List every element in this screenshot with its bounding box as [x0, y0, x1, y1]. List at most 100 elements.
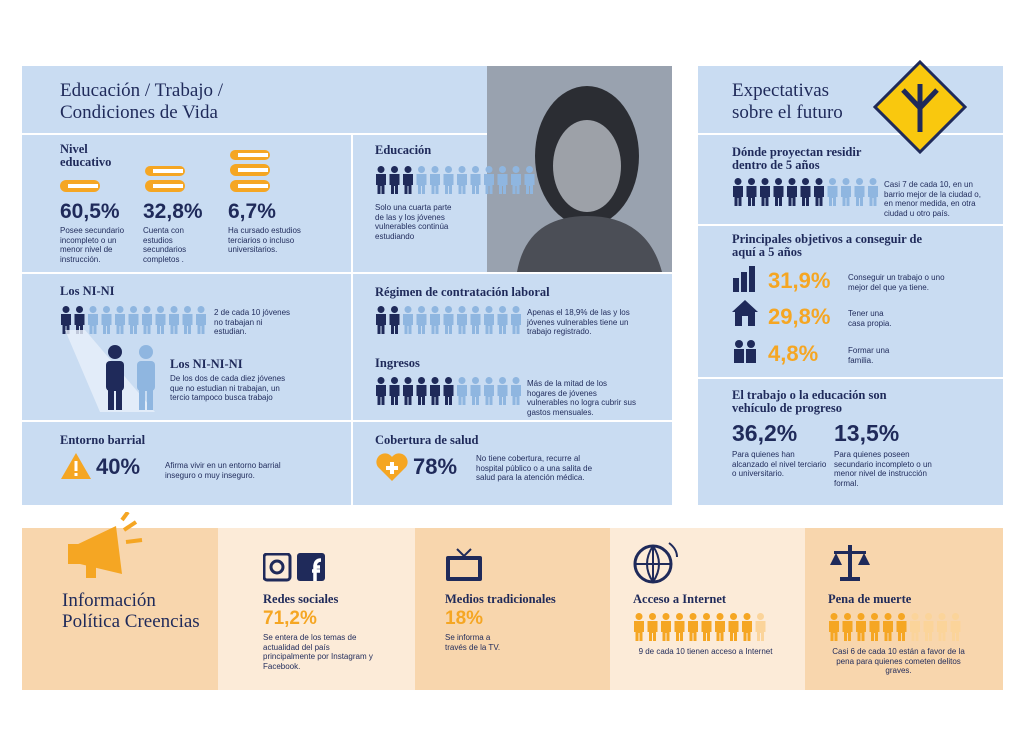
person-icon [457, 166, 467, 194]
person-icon [196, 306, 206, 334]
divider [698, 133, 1003, 135]
person-icon [128, 306, 139, 334]
section-title: Información Política Creencias [62, 590, 200, 632]
person-icon [896, 613, 907, 641]
block-title: Régimen de contratación laboral [375, 285, 550, 299]
person-icon [854, 178, 865, 206]
person-icon [524, 166, 535, 194]
block-title: Nivel educativo [60, 142, 112, 169]
person-icon [430, 166, 440, 194]
person-icon [101, 306, 112, 334]
pictogram [375, 165, 537, 200]
stat-text: Cuenta con estudios secundarios completo… [143, 226, 187, 264]
block-text: Casi 6 de cada 10 están a favor de la pe… [832, 647, 965, 675]
block-title: Pena de muerte [828, 592, 912, 606]
person-icon [376, 377, 386, 405]
stat-value: 40% [96, 454, 141, 479]
section-title: Educación / Trabajo / Condiciones de Vid… [60, 80, 224, 123]
divider [698, 224, 1003, 226]
person-icon [742, 613, 752, 641]
person-icon [142, 306, 152, 334]
person-icon [647, 613, 658, 641]
block-title: Educación [375, 143, 432, 157]
person-icon [182, 306, 193, 334]
person-icon [457, 377, 467, 405]
social-icons [263, 553, 325, 582]
stat-value: 31,9% [768, 268, 831, 293]
pictogram-icons [634, 613, 766, 641]
person-icon [430, 377, 440, 405]
person-icon [61, 306, 71, 334]
pictogram-icons [376, 377, 521, 405]
pictogram-icons [733, 178, 878, 206]
person-icon [74, 306, 85, 334]
photo [487, 66, 672, 272]
divider [698, 377, 1003, 379]
person-icon [389, 166, 400, 194]
block-title: Entorno barrial [60, 433, 146, 447]
pictogram [375, 305, 524, 340]
person-icon [155, 306, 166, 334]
person-icon [868, 178, 878, 206]
person-icon [88, 306, 98, 334]
person-icon [755, 613, 766, 641]
person-icon [511, 306, 521, 334]
divider [22, 272, 672, 274]
person-icon [869, 613, 880, 641]
pictogram [60, 305, 209, 340]
stat-value: 71,2% [263, 608, 317, 629]
stat-text: Para quienes han alcanzado el nivel terc… [732, 450, 827, 478]
person-icon [497, 377, 508, 405]
person-icon [827, 178, 838, 206]
person-icon [661, 613, 671, 641]
stat-value: 13,5% [834, 420, 900, 446]
person-icon [856, 613, 866, 641]
stat-text: Formar una familia. [848, 346, 890, 365]
person-icon [842, 613, 853, 641]
stat-value: 6,7% [228, 200, 276, 223]
panel-bottom [415, 528, 610, 690]
warning-icon [61, 453, 91, 479]
person-icon [511, 166, 521, 194]
stat-text: Para quienes poseen secundario incomplet… [834, 450, 932, 488]
stat-text: Ha cursado estudios terciarios o incluso… [228, 226, 301, 254]
person-icon [416, 306, 427, 334]
pictogram [375, 376, 524, 411]
person-icon [416, 166, 427, 194]
goal-icons [732, 266, 758, 363]
block-text: Se informa a través de la TV. [445, 633, 501, 652]
stat-value: 18% [445, 608, 484, 629]
stat-value: 60,5% [60, 200, 120, 223]
block-text: 2 de cada 10 jóvenes no trabajan ni estu… [214, 308, 291, 336]
pictogram-icons [376, 306, 521, 334]
block-title: Ingresos [375, 356, 420, 370]
person-icon [376, 306, 386, 334]
person-icon [787, 178, 797, 206]
person-icon [403, 166, 413, 194]
pictogram [633, 612, 768, 647]
person-icon [443, 377, 454, 405]
stat-value: 29,8% [768, 304, 831, 329]
sign-icon [873, 60, 967, 154]
block-text: No tiene cobertura, recurre al hospital … [476, 454, 593, 482]
person-icon [773, 178, 784, 206]
person-icon [403, 306, 413, 334]
person-icon [950, 613, 961, 641]
globe-icon [633, 542, 678, 584]
panel-bottom [22, 528, 218, 690]
person-icon [457, 306, 467, 334]
ninini-figures [65, 330, 155, 412]
divider [351, 133, 353, 505]
block-title: Redes sociales [263, 592, 339, 606]
person-icon [389, 377, 400, 405]
person-icon [416, 377, 427, 405]
person-icon [937, 613, 947, 641]
person-icon [910, 613, 920, 641]
block-text: De los dos de cada diez jóvenes que no e… [170, 374, 286, 402]
stat-text: Posee secundario incompleto o un menor n… [60, 226, 125, 264]
person-icon [814, 178, 824, 206]
person-icon [484, 377, 494, 405]
stat-value: 36,2% [732, 420, 798, 446]
block-title: Los NI-NI-NI [170, 357, 243, 371]
block-title: Cobertura de salud [375, 433, 479, 447]
